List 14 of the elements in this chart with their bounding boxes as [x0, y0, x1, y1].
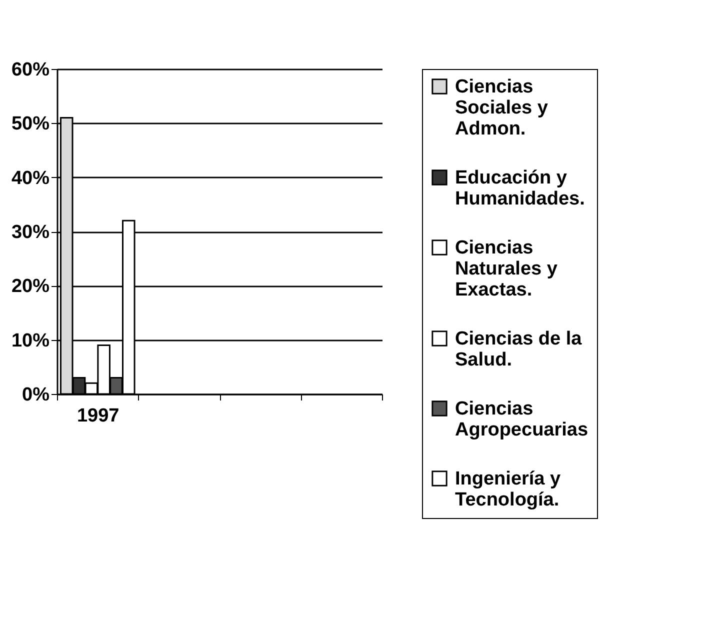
- legend-label: Ciencias Agropecuarias: [455, 398, 588, 440]
- y-tick-label: 50%: [11, 114, 50, 135]
- y-tick-label: 60%: [11, 60, 50, 80]
- x-tick-label: 1997: [76, 406, 120, 426]
- legend-label: Ciencias de la Salud.: [455, 328, 582, 370]
- legend-label: Ingeniería y Tecnología.: [455, 468, 562, 510]
- legend-label: Educación y Humanidades.: [455, 168, 585, 210]
- y-tick-label: 0%: [22, 384, 50, 406]
- legend-label: Ciencias Naturales y Exactas.: [455, 238, 558, 300]
- legend-label: Ciencias Sociales y Admon.: [455, 76, 548, 140]
- y-tick-label: 40%: [11, 168, 50, 189]
- y-tick-label: 20%: [11, 276, 50, 298]
- y-tick-label: 30%: [11, 222, 50, 243]
- y-tick-label: 10%: [11, 330, 50, 352]
